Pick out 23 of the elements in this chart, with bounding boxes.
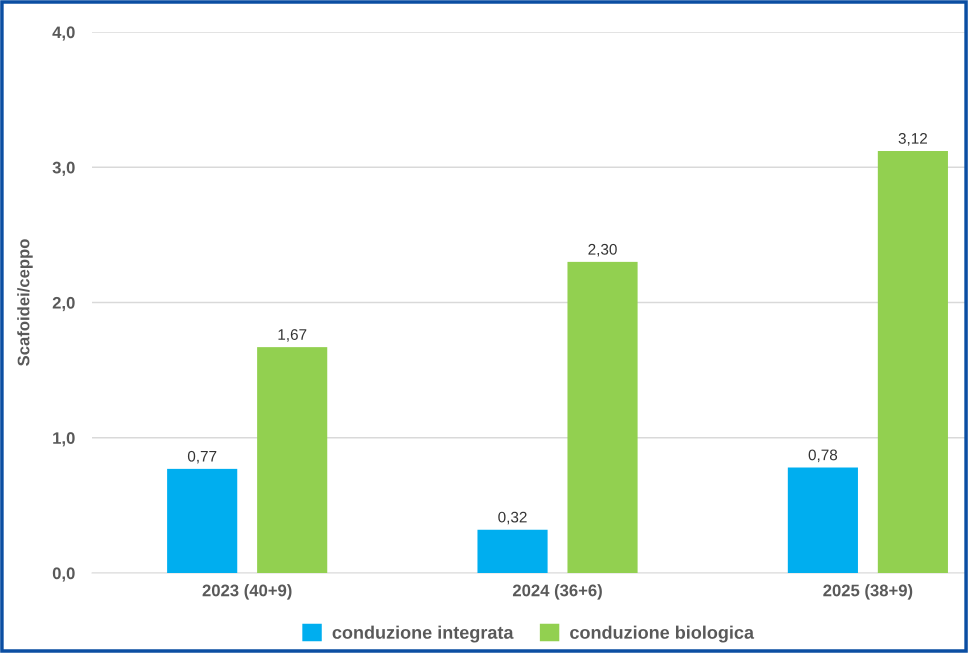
data-label: 0,78 <box>808 450 838 462</box>
data-label: 0,32 <box>498 512 527 524</box>
data-label: 2,30 <box>588 244 617 257</box>
bar <box>257 347 328 573</box>
data-label: 3,12 <box>898 133 927 146</box>
y-tick-label: 2,0 <box>52 296 75 312</box>
y-tick-label: 0,0 <box>52 567 75 582</box>
bar <box>878 151 948 573</box>
x-tick-label: 2023 (40+9) <box>202 584 292 600</box>
data-label: 0,77 <box>188 450 216 464</box>
legend-label: conduzione biologica <box>570 626 754 643</box>
y-tick-label: 4,0 <box>52 26 75 41</box>
x-tick-label: 2024 (36+6) <box>512 584 602 600</box>
bar <box>477 530 548 573</box>
y-tick-label: 3,0 <box>52 162 75 176</box>
legend-label: conduzione integrata <box>332 626 514 643</box>
y-axis-title: Scafoidei/ceppo <box>17 239 33 366</box>
bar <box>788 468 858 573</box>
bar <box>167 468 238 573</box>
bar <box>567 262 638 573</box>
x-tick-label: 2025 (38+9) <box>823 584 912 600</box>
data-label: 1,67 <box>278 329 306 342</box>
y-tick-label: 1,0 <box>53 432 75 446</box>
